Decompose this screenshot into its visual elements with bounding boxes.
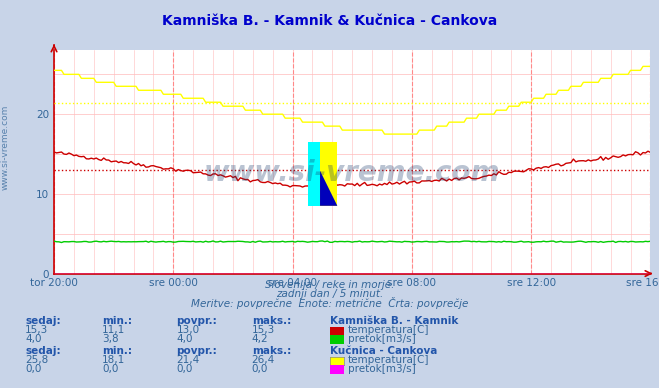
Text: 25,8: 25,8 (25, 355, 48, 365)
Text: 18,1: 18,1 (102, 355, 125, 365)
Bar (320, 142, 337, 206)
Text: Kamniška B. - Kamnik: Kamniška B. - Kamnik (330, 316, 458, 326)
Text: Kamniška B. - Kamnik & Kučnica - Cankova: Kamniška B. - Kamnik & Kučnica - Cankova (162, 14, 497, 28)
Text: pretok[m3/s]: pretok[m3/s] (348, 334, 416, 344)
Text: sedaj:: sedaj: (25, 316, 61, 326)
Bar (308, 142, 320, 206)
Text: 21,4: 21,4 (177, 355, 200, 365)
Text: 13,0: 13,0 (177, 325, 200, 335)
Text: min.:: min.: (102, 316, 132, 326)
Text: povpr.:: povpr.: (177, 346, 217, 356)
Text: 4,0: 4,0 (25, 334, 42, 344)
Text: 15,3: 15,3 (25, 325, 48, 335)
Text: pretok[m3/s]: pretok[m3/s] (348, 364, 416, 374)
Text: temperatura[C]: temperatura[C] (348, 325, 430, 335)
Text: 3,8: 3,8 (102, 334, 119, 344)
Text: min.:: min.: (102, 346, 132, 356)
Polygon shape (320, 171, 337, 206)
Text: sedaj:: sedaj: (25, 346, 61, 356)
Text: www.si-vreme.com: www.si-vreme.com (204, 159, 500, 187)
Text: povpr.:: povpr.: (177, 316, 217, 326)
Text: 0,0: 0,0 (25, 364, 42, 374)
Text: 4,2: 4,2 (252, 334, 268, 344)
Text: maks.:: maks.: (252, 346, 291, 356)
Text: 4,0: 4,0 (177, 334, 193, 344)
Text: 0,0: 0,0 (177, 364, 193, 374)
Text: Kučnica - Cankova: Kučnica - Cankova (330, 346, 437, 356)
Text: Slovenija / reke in morje.: Slovenija / reke in morje. (265, 280, 394, 290)
Text: Meritve: povprečne  Enote: metrične  Črta: povprečje: Meritve: povprečne Enote: metrične Črta:… (191, 297, 468, 309)
Text: 26,4: 26,4 (252, 355, 275, 365)
Text: www.si-vreme.com: www.si-vreme.com (1, 105, 10, 190)
Text: 11,1: 11,1 (102, 325, 125, 335)
Text: 0,0: 0,0 (252, 364, 268, 374)
Text: 0,0: 0,0 (102, 364, 119, 374)
Text: 15,3: 15,3 (252, 325, 275, 335)
Text: maks.:: maks.: (252, 316, 291, 326)
Text: zadnji dan / 5 minut.: zadnji dan / 5 minut. (276, 289, 383, 299)
Text: temperatura[C]: temperatura[C] (348, 355, 430, 365)
